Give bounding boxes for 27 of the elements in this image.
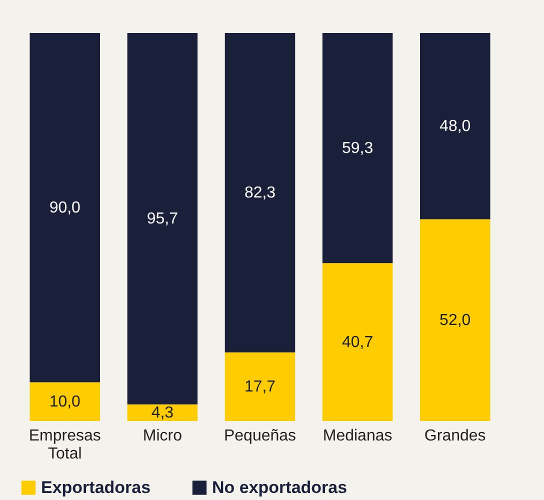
data-label: 59,3: [342, 140, 374, 158]
x-tick-label: Grandes: [424, 428, 486, 444]
data-label: 10,0: [49, 394, 81, 411]
bar: [420, 33, 490, 220]
bar: [30, 33, 100, 382]
x-tick-label: Micro: [142, 428, 182, 444]
data-label: 17,7: [244, 378, 276, 396]
bar: [30, 382, 100, 421]
data-label: 95,7: [146, 210, 178, 228]
bar: [127, 404, 198, 421]
x-tick-label: Pequeñas: [224, 428, 296, 444]
data-label: 90,0: [49, 200, 81, 217]
data-label: 40,7: [342, 334, 374, 352]
data-label: 48,0: [440, 118, 471, 136]
bar: [127, 33, 198, 404]
bar: [224, 33, 296, 352]
bar: [420, 219, 490, 421]
data-label: 82,3: [244, 184, 276, 202]
x-tick-label: Empresas Total: [28, 428, 101, 462]
bar: [224, 352, 296, 421]
data-label: 52,0: [440, 312, 471, 330]
data-label: 4,3: [151, 404, 174, 422]
bar: [322, 263, 393, 421]
x-tick-label: Medianas: [322, 428, 392, 444]
legend-label: Exportadoras: [41, 478, 151, 497]
bar: [322, 33, 393, 264]
legend-label: No exportadoras: [212, 478, 348, 497]
